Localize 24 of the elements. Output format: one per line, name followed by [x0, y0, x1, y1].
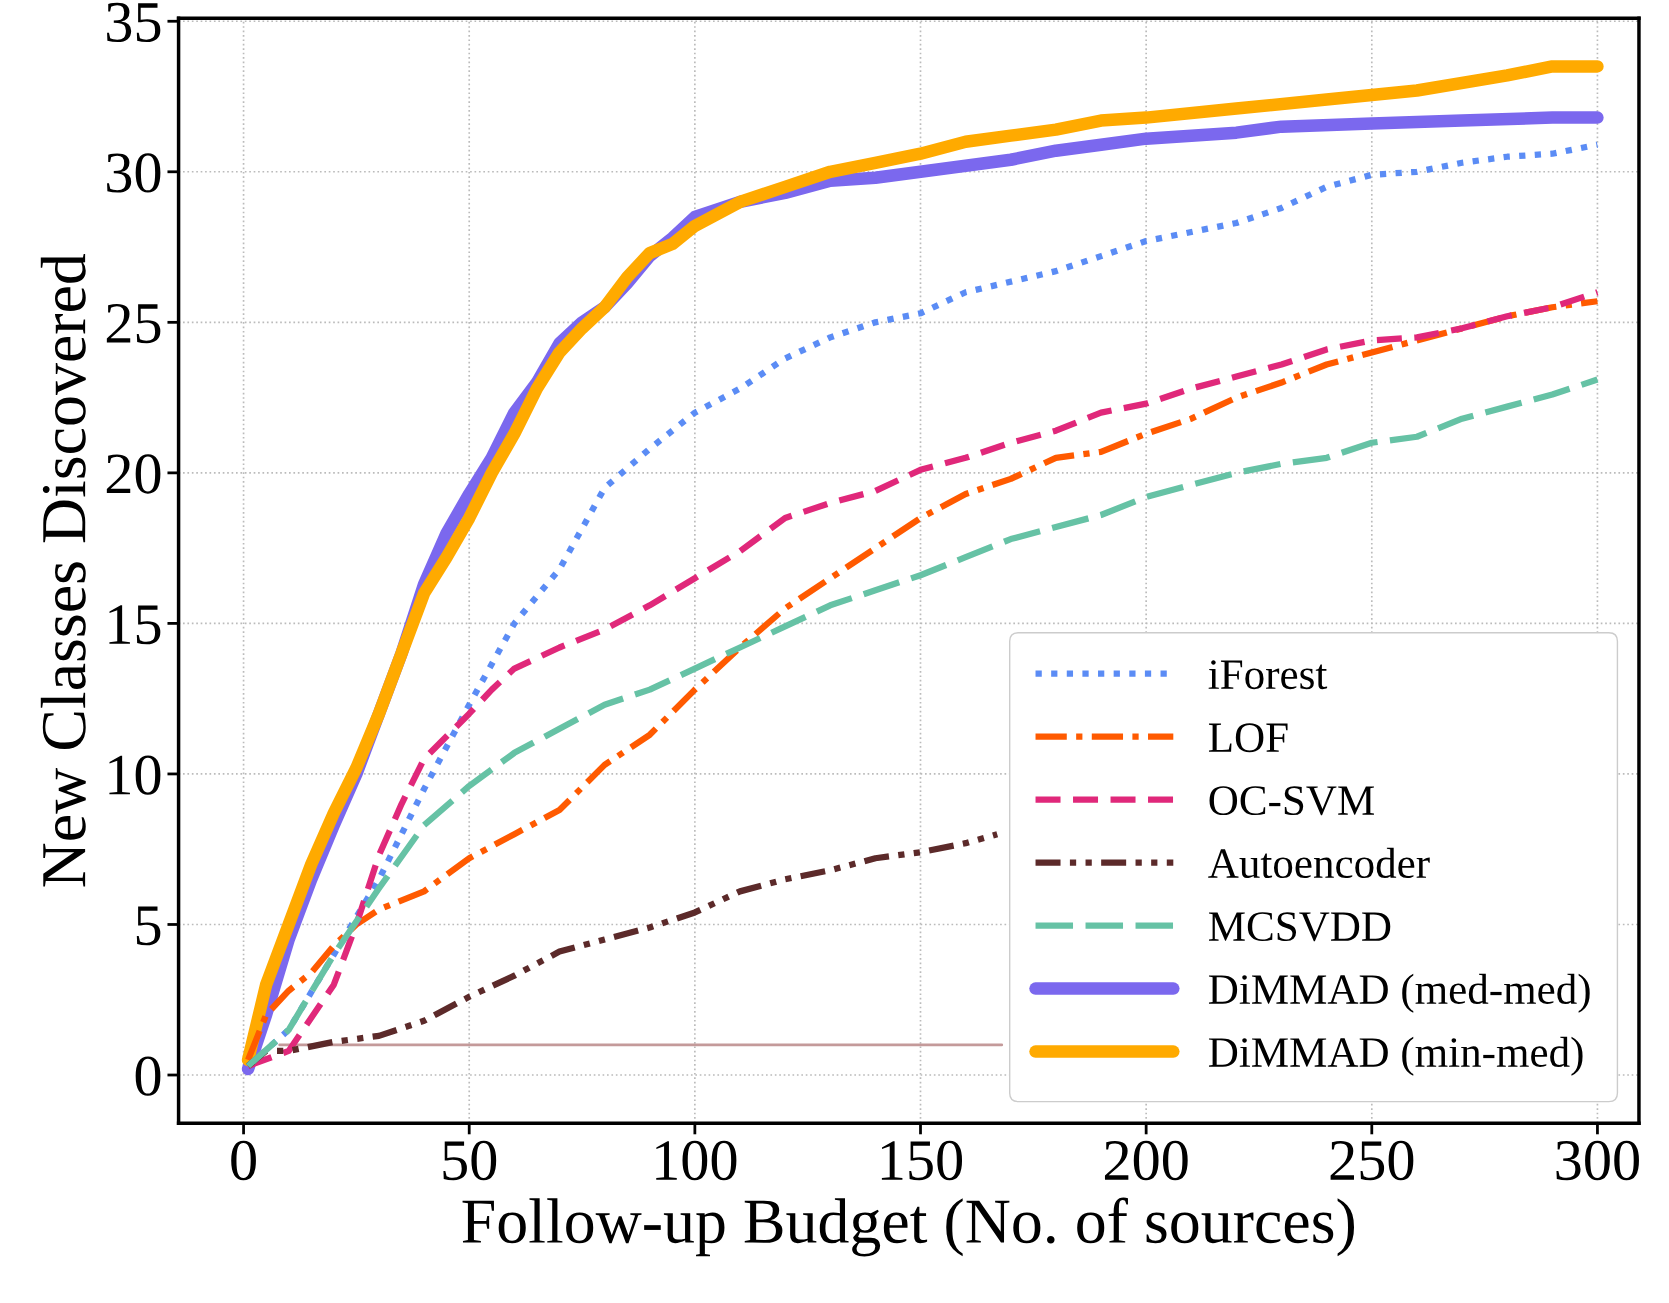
y-tick-label: 0	[135, 1056, 161, 1096]
x-tick-label: 300	[1556, 1140, 1639, 1181]
y-tick-label: 25	[106, 303, 161, 344]
legend-label: DiMMAD (min-med)	[1208, 1036, 1583, 1076]
x-tick-label: 100	[656, 1140, 737, 1181]
x-tick-label: 50	[443, 1140, 497, 1181]
y-tick-label: 10	[109, 755, 161, 795]
y-tick-label: 5	[136, 906, 161, 946]
y-tick-label: 15	[109, 605, 161, 645]
legend-label: iForest	[1208, 660, 1328, 690]
y-tick-label: 35	[107, 2, 161, 43]
x-tick-label: 200	[1104, 1140, 1188, 1181]
y-axis-title: New Classes Discovered	[40, 253, 86, 887]
legend-label: OC-SVM	[1209, 786, 1374, 816]
legend-label: Autoencoder	[1208, 847, 1430, 879]
legend-label: MCSVDD	[1208, 912, 1391, 942]
legend-label: LOF	[1208, 723, 1288, 753]
legend-label: DiMMAD (med-med)	[1208, 973, 1590, 1013]
x-tick-label: 0	[231, 1140, 256, 1181]
y-tick-label: 20	[106, 454, 161, 494]
x-axis-title: Follow-up Budget (No. of sources)	[462, 1197, 1355, 1257]
x-tick-label: 150	[881, 1140, 963, 1181]
y-tick-label: 30	[107, 153, 161, 193]
x-tick-label: 250	[1330, 1140, 1414, 1181]
